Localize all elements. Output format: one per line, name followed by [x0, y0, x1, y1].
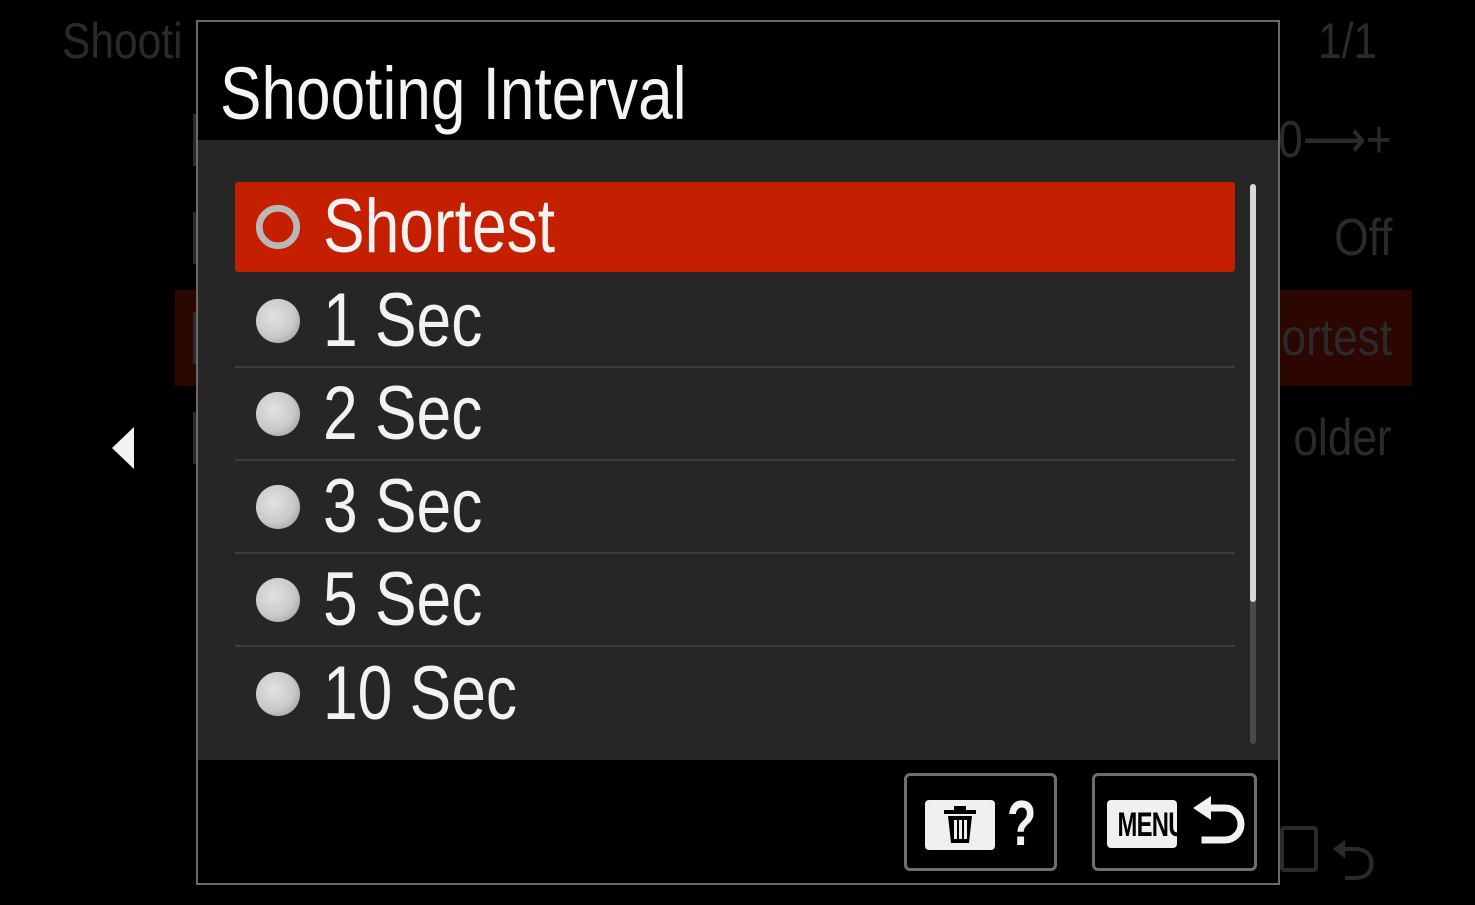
triangle-left-icon[interactable] [112, 427, 134, 469]
trash-icon [925, 800, 995, 850]
scrollbar-thumb[interactable] [1250, 184, 1256, 602]
background-menu-title: Shooti [62, 13, 183, 69]
option-5-sec[interactable]: 5 Sec [235, 554, 1235, 647]
background-row-value: ortest [1281, 309, 1392, 367]
radio-icon [255, 577, 301, 622]
help-button[interactable]: ? [904, 773, 1057, 871]
shooting-interval-dialog: Shooting Interval Shortest 1 Sec 2 Sec [196, 20, 1280, 885]
radio-icon [255, 204, 301, 250]
menu-back-button[interactable]: MENU [1092, 773, 1257, 871]
background-return-icon: ⮌ [1330, 828, 1377, 893]
background-row-value: Off [1333, 209, 1392, 267]
menu-label: MENU [1117, 806, 1186, 844]
option-shortest[interactable]: Shortest [235, 182, 1235, 272]
option-label: 5 Sec [323, 556, 483, 642]
background-trash-icon [1280, 826, 1318, 872]
option-10-sec[interactable]: 10 Sec [235, 647, 1235, 740]
dialog-title: Shooting Interval [220, 52, 687, 135]
option-3-sec[interactable]: 3 Sec [235, 461, 1235, 554]
option-1-sec[interactable]: 1 Sec [235, 275, 1235, 368]
dialog-header: Shooting Interval [198, 22, 1278, 140]
option-label: 2 Sec [323, 370, 483, 456]
option-2-sec[interactable]: 2 Sec [235, 368, 1235, 461]
radio-icon [255, 484, 301, 529]
options-list: Shortest 1 Sec 2 Sec 3 Sec 5 Sec [235, 182, 1235, 740]
dialog-footer: ? MENU [198, 760, 1278, 883]
background-row-value: older [1293, 409, 1392, 467]
menu-badge: MENU [1107, 800, 1186, 848]
radio-icon [255, 298, 301, 343]
help-question-label: ? [1007, 787, 1037, 859]
option-label: 10 Sec [323, 650, 518, 736]
option-label: 1 Sec [323, 277, 483, 363]
option-label: 3 Sec [323, 463, 483, 549]
radio-icon [255, 391, 301, 436]
background-page-indicator: 1/1 [1318, 13, 1378, 69]
radio-icon [255, 671, 301, 716]
options-panel: Shortest 1 Sec 2 Sec 3 Sec 5 Sec [198, 140, 1278, 760]
return-arrow-icon [1193, 796, 1245, 844]
background-row-value: 0⟶+ [1278, 111, 1392, 169]
option-label: Shortest [323, 184, 556, 269]
